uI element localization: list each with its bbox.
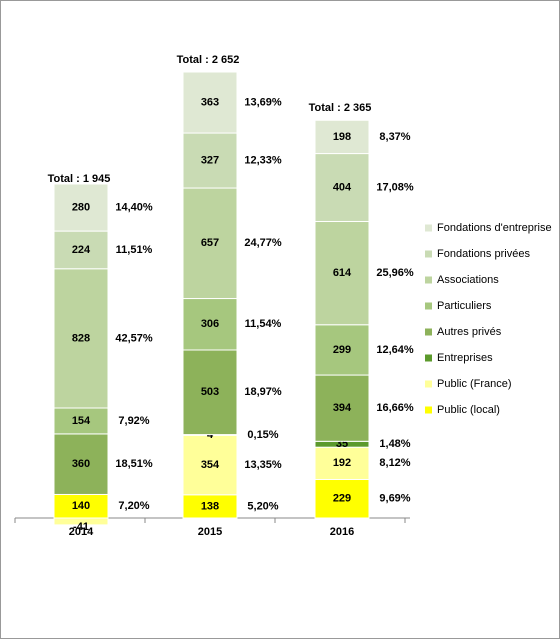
data-label: 354	[201, 459, 220, 471]
legend-label: Fondations privées	[437, 248, 530, 260]
legend-swatch	[425, 224, 432, 232]
percent-label: 12,33%	[244, 154, 282, 166]
data-label: 154	[72, 415, 91, 427]
percent-label: 11,54%	[245, 318, 282, 330]
data-label: 360	[72, 458, 90, 470]
percent-label: 14,40%	[115, 201, 153, 213]
percent-label: 17,08%	[376, 181, 414, 193]
bar-segment	[314, 221, 370, 326]
data-label: 503	[201, 386, 219, 398]
total-label: Total : 2 365	[309, 102, 372, 114]
bar-segment	[314, 153, 370, 223]
legend-label: Fondations d'entreprise	[437, 222, 552, 234]
legend-swatch	[425, 302, 432, 310]
data-label: 657	[201, 237, 219, 249]
percent-label: 12,64%	[376, 344, 414, 356]
percent-label: 0,15%	[247, 429, 278, 441]
x-tick-label: 2016	[330, 526, 354, 538]
bar-segment	[182, 187, 238, 300]
bar-segment	[53, 517, 109, 526]
legend-swatch	[425, 250, 432, 258]
percent-label: 7,92%	[118, 415, 149, 427]
legend-swatch	[425, 406, 432, 414]
bar-segment	[314, 446, 370, 480]
data-label: 614	[333, 267, 352, 279]
percent-label: 25,96%	[376, 267, 414, 279]
data-label: 280	[72, 201, 90, 213]
percent-label: 9,69%	[379, 493, 410, 505]
bar-segment	[53, 230, 109, 270]
total-label: Total : 1 945	[48, 173, 111, 185]
legend-swatch	[425, 276, 432, 284]
percent-label: 18,51%	[115, 458, 153, 470]
bar-segment	[182, 132, 238, 189]
percent-label: 18,97%	[244, 386, 282, 398]
bar-segment	[53, 268, 109, 409]
bar-segment	[53, 407, 109, 435]
data-label: 404	[333, 181, 352, 193]
data-label: 363	[201, 96, 219, 108]
data-label: 192	[333, 457, 351, 469]
total-label: Total : 2 652	[177, 54, 240, 66]
percent-label: 13,69%	[244, 96, 282, 108]
percent-label: 1,48%	[379, 438, 410, 450]
legend-label: Autres privés	[437, 326, 502, 338]
percent-label: 24,77%	[244, 237, 282, 249]
data-label: 224	[72, 244, 91, 256]
percent-label: 16,66%	[376, 402, 414, 414]
data-label: 828	[72, 332, 90, 344]
x-tick-label: 2014	[69, 526, 94, 538]
legend-label: Public (France)	[437, 378, 512, 390]
legend-label: Associations	[437, 274, 499, 286]
percent-label: 42,57%	[115, 332, 153, 344]
x-tick-label: 2015	[198, 526, 222, 538]
bar-segment	[53, 183, 109, 232]
percent-label: 8,37%	[379, 131, 410, 143]
bar-segment	[182, 434, 238, 496]
bar-segment	[314, 478, 370, 519]
percent-label: 7,20%	[118, 500, 149, 512]
data-label: 229	[333, 493, 351, 505]
data-label: 140	[72, 500, 90, 512]
bar-segment	[314, 324, 370, 376]
percent-label: 11,51%	[116, 244, 153, 256]
legend-swatch	[425, 328, 432, 336]
data-label: -41	[73, 521, 89, 533]
legend-swatch	[425, 354, 432, 362]
data-label: 299	[333, 344, 351, 356]
bar-segment	[182, 71, 238, 134]
bar-segment	[182, 298, 238, 351]
percent-label: 13,35%	[244, 459, 282, 471]
legend-swatch	[425, 380, 432, 388]
data-label: 327	[201, 154, 219, 166]
data-label: 138	[201, 500, 219, 512]
percent-label: 5,20%	[247, 500, 278, 512]
data-label: 306	[201, 318, 219, 330]
legend-label: Public (local)	[437, 404, 500, 416]
legend-label: Entreprises	[437, 352, 493, 364]
legend-label: Particuliers	[437, 300, 492, 312]
bar-segment	[53, 433, 109, 495]
bar-segment	[314, 119, 370, 155]
percent-label: 8,12%	[379, 457, 410, 469]
data-label: 394	[333, 402, 352, 414]
data-label: 198	[333, 131, 351, 143]
